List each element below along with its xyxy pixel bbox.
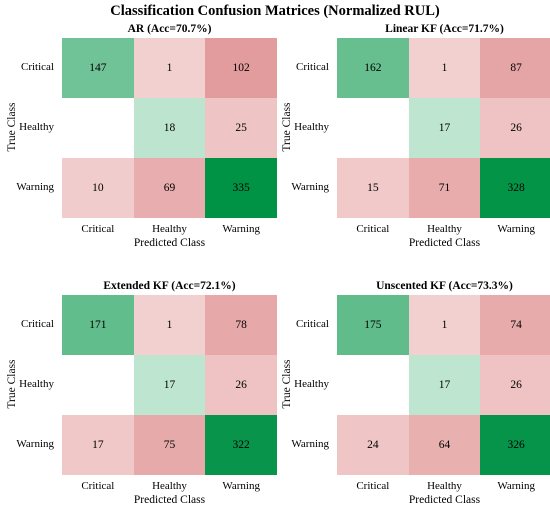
heatmap-cell: 17 — [133, 355, 206, 415]
y-tick-label: Critical — [296, 318, 329, 330]
y-tick-label: Warning — [291, 181, 329, 193]
heatmap-cell — [62, 355, 134, 415]
heatmap-cell: 26 — [480, 98, 550, 158]
heatmap-grid: 175 1 74 17 26 24 64 326 — [337, 295, 550, 475]
y-tick-label: Healthy — [19, 121, 54, 133]
heatmap-cell: 17 — [408, 355, 481, 415]
confusion-matrix-panel: AR (Acc=70.7%) 147 1 102 18 25 10 69 335 Critical… — [0, 13, 277, 258]
y-tick-label: Critical — [21, 318, 54, 330]
heatmap-cell: 147 — [62, 38, 134, 98]
panel-title: Linear KF (Acc=71.7%) — [385, 23, 504, 35]
x-tick-labels: Critical Healthy Warning — [62, 223, 277, 237]
y-tick-label: Critical — [296, 61, 329, 73]
x-tick-label: Critical — [81, 480, 115, 492]
y-tick-labels: Critical Healthy Warning — [0, 38, 58, 218]
panel-title: Extended KF (Acc=72.1%) — [103, 280, 236, 292]
heatmap-cell: 102 — [205, 38, 277, 98]
x-tick-label: Critical — [356, 223, 390, 235]
figure-title: Classification Confusion Matrices (Norma… — [110, 3, 440, 19]
heatmap-cell: 75 — [133, 415, 206, 475]
x-tick-label: Warning — [497, 480, 535, 492]
x-tick-label: Warning — [222, 223, 260, 235]
y-tick-labels: Critical Healthy Warning — [0, 295, 58, 475]
confusion-matrix-panel: Linear KF (Acc=71.7%) 162 1 87 17 26 15 71 328 Cr… — [275, 13, 550, 258]
heatmap-cell: 322 — [205, 415, 277, 475]
y-tick-label: Warning — [291, 438, 329, 450]
heatmap-cell: 15 — [337, 158, 409, 218]
x-tick-label: Critical — [81, 223, 115, 235]
heatmap-cell: 26 — [480, 355, 550, 415]
x-tick-labels: Critical Healthy Warning — [337, 480, 550, 494]
heatmap-grid: 162 1 87 17 26 15 71 328 — [337, 38, 550, 218]
x-tick-labels: Critical Healthy Warning — [337, 223, 550, 237]
heatmap-cell: 24 — [337, 415, 409, 475]
panel-title: AR (Acc=70.7%) — [127, 23, 212, 35]
heatmap-cell — [62, 98, 134, 158]
heatmap-cell: 175 — [337, 295, 409, 355]
confusion-matrix-panel: Unscented KF (Acc=73.3%) 175 1 74 17 26 24 64 32… — [275, 270, 550, 515]
y-axis-label: True Class — [6, 359, 18, 409]
heatmap-cell: 18 — [133, 98, 206, 158]
confusion-matrix-panel: Extended KF (Acc=72.1%) 171 1 78 17 26 17 75 322… — [0, 270, 277, 515]
y-tick-label: Warning — [16, 438, 54, 450]
x-tick-label: Warning — [497, 223, 535, 235]
x-tick-label: Critical — [356, 480, 390, 492]
heatmap-cell: 10 — [62, 158, 134, 218]
x-axis-label: Predicted Class — [133, 237, 206, 249]
heatmap-cell: 17 — [62, 415, 134, 475]
heatmap-cell: 71 — [408, 158, 481, 218]
x-tick-label: Healthy — [427, 223, 462, 235]
heatmap-cell: 1 — [408, 295, 481, 355]
heatmap-cell — [337, 355, 409, 415]
y-tick-label: Healthy — [294, 121, 329, 133]
y-tick-label: Warning — [16, 181, 54, 193]
heatmap-cell: 74 — [480, 295, 550, 355]
heatmap-cell: 1 — [408, 38, 481, 98]
x-tick-label: Healthy — [427, 480, 462, 492]
heatmap-cell: 1 — [133, 295, 206, 355]
x-tick-label: Warning — [222, 480, 260, 492]
y-tick-labels: Critical Healthy Warning — [275, 38, 333, 218]
panel-title: Unscented KF (Acc=73.3%) — [376, 280, 513, 292]
y-axis-label: True Class — [281, 102, 293, 152]
x-axis-label: Predicted Class — [408, 494, 481, 506]
x-tick-label: Healthy — [152, 480, 187, 492]
heatmap-cell: 162 — [337, 38, 409, 98]
heatmap-cell: 78 — [205, 295, 277, 355]
y-axis-label: True Class — [6, 102, 18, 152]
y-tick-labels: Critical Healthy Warning — [275, 295, 333, 475]
heatmap-cell: 87 — [480, 38, 550, 98]
heatmap-cell: 326 — [480, 415, 550, 475]
heatmap-grid: 171 1 78 17 26 17 75 322 — [62, 295, 277, 475]
heatmap-grid: 147 1 102 18 25 10 69 335 — [62, 38, 277, 218]
heatmap-cell — [337, 98, 409, 158]
heatmap-cell: 328 — [480, 158, 550, 218]
y-axis-label: True Class — [281, 359, 293, 409]
heatmap-cell: 25 — [205, 98, 277, 158]
x-axis-label: Predicted Class — [133, 494, 206, 506]
x-tick-label: Healthy — [152, 223, 187, 235]
x-axis-label: Predicted Class — [408, 237, 481, 249]
y-tick-label: Healthy — [19, 378, 54, 390]
heatmap-cell: 64 — [408, 415, 481, 475]
heatmap-cell: 69 — [133, 158, 206, 218]
heatmap-cell: 171 — [62, 295, 134, 355]
heatmap-cell: 1 — [133, 38, 206, 98]
x-tick-labels: Critical Healthy Warning — [62, 480, 277, 494]
y-tick-label: Critical — [21, 61, 54, 73]
heatmap-cell: 26 — [205, 355, 277, 415]
y-tick-label: Healthy — [294, 378, 329, 390]
heatmap-cell: 335 — [205, 158, 277, 218]
heatmap-cell: 17 — [408, 98, 481, 158]
